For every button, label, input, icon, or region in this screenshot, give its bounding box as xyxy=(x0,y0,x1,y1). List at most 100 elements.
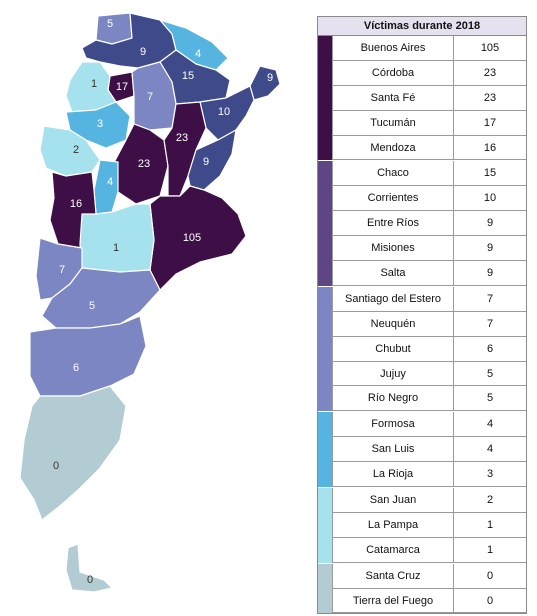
province-name: Salta xyxy=(332,261,454,285)
province-value-label: 9 xyxy=(267,72,273,84)
table-row: San Luis 4 xyxy=(332,437,526,463)
victim-count: 1 xyxy=(486,518,494,531)
province-value-label: 3 xyxy=(97,118,103,130)
province-value-label: 2 xyxy=(73,144,79,156)
province-value-label: 16 xyxy=(70,198,82,210)
province-name: Río Negro xyxy=(332,386,454,411)
table-row: Santa Fé 23 xyxy=(332,85,526,111)
province-name: Formosa xyxy=(332,412,454,437)
province-value-label: 9 xyxy=(140,46,146,58)
province-region-misiones xyxy=(249,65,281,101)
province-name: Catamarca xyxy=(332,537,454,562)
legend-color-swatch xyxy=(318,488,332,563)
legend-group: San Juan 2 La Pampa 1 Catamarca 1 xyxy=(318,488,526,564)
table-row: Santa Cruz 0 xyxy=(332,563,526,589)
province-region-tierradelfuego xyxy=(65,543,113,593)
victim-count: 3 xyxy=(486,468,494,481)
victim-count: 0 xyxy=(486,569,494,582)
province-value-label: 1 xyxy=(113,242,119,254)
province-name: San Juan xyxy=(332,488,454,512)
victim-count: 17 xyxy=(483,116,497,129)
province-name: Santa Cruz xyxy=(332,563,454,588)
province-value-label: 0 xyxy=(87,574,93,586)
victim-count: 5 xyxy=(486,367,494,380)
province-name: Chubut xyxy=(332,336,454,361)
table-row: Misiones 9 xyxy=(332,236,526,262)
province-name: Córdoba xyxy=(332,60,454,85)
province-name: Corrientes xyxy=(332,186,454,211)
victim-count: 6 xyxy=(486,342,494,355)
victim-count: 2 xyxy=(486,493,494,506)
province-region-lapampa xyxy=(79,203,155,273)
province-name: San Luis xyxy=(332,437,454,462)
province-name: Chaco xyxy=(332,161,454,186)
province-name: La Rioja xyxy=(332,462,454,487)
legend-group: Santiago del Estero 7 Neuquén 7 Chubut 6 Jujuy… xyxy=(318,286,526,413)
victim-count: 1 xyxy=(486,543,494,556)
province-name: Neuquén xyxy=(332,311,454,336)
province-name: Misiones xyxy=(332,236,454,261)
province-value-label: 105 xyxy=(183,232,201,244)
province-value-label: 23 xyxy=(176,132,188,144)
province-region-santacruz xyxy=(19,385,127,521)
province-value-label: 17 xyxy=(116,81,128,93)
victim-count: 16 xyxy=(483,141,497,154)
province-name: Santa Fé xyxy=(332,85,454,110)
table-row: Jujuy 5 xyxy=(332,361,526,387)
table-row: Córdoba 23 xyxy=(332,60,526,86)
table-row: Neuquén 7 xyxy=(332,311,526,337)
table-row: Chaco 15 xyxy=(332,161,526,187)
table-groups: Buenos Aires 105 Córdoba 23 Santa Fé 23 Tucumá… xyxy=(318,36,526,614)
table-row: Entre Ríos 9 xyxy=(332,211,526,237)
victim-count: 0 xyxy=(486,594,494,607)
legend-color-swatch xyxy=(318,161,332,286)
table-row: Chubut 6 xyxy=(332,336,526,362)
table-row: La Pampa 1 xyxy=(332,512,526,538)
table-row: Formosa 4 xyxy=(332,412,526,438)
province-name: Jujuy xyxy=(332,361,454,386)
victim-count: 23 xyxy=(483,66,497,79)
province-value-label: 0 xyxy=(53,460,59,472)
victim-count: 4 xyxy=(486,443,494,456)
table-row: Buenos Aires 105 xyxy=(332,36,526,61)
table-title: Víctimas durante 2018 xyxy=(318,17,526,36)
table-row: La Rioja 3 xyxy=(332,462,526,488)
legend-color-swatch xyxy=(318,286,332,412)
province-name: Santiago del Estero xyxy=(332,286,454,311)
province-value-label: 6 xyxy=(73,362,79,374)
table-row: Mendoza 16 xyxy=(332,135,526,161)
table-row: San Juan 2 xyxy=(332,488,526,513)
table-row: Tucumán 17 xyxy=(332,110,526,136)
province-value-label: 4 xyxy=(107,176,113,188)
legend-group: Buenos Aires 105 Córdoba 23 Santa Fé 23 Tucumá… xyxy=(318,36,526,162)
legend-group: Santa Cruz 0 Tierra del Fuego 0 xyxy=(318,563,526,614)
table-row: Catamarca 1 xyxy=(332,537,526,563)
province-name: Buenos Aires xyxy=(332,36,454,60)
province-region-entrerios xyxy=(187,129,237,191)
province-name: La Pampa xyxy=(332,512,454,537)
province-value-label: 5 xyxy=(107,18,113,30)
victim-count: 10 xyxy=(483,192,497,205)
province-name: Tucumán xyxy=(332,110,454,135)
province-name: Tierra del Fuego xyxy=(332,588,454,613)
province-value-label: 1 xyxy=(91,78,97,90)
table-row: Santiago del Estero 7 xyxy=(332,286,526,312)
province-value-label: 23 xyxy=(138,158,150,170)
province-value-label: 4 xyxy=(195,48,201,60)
legend-color-swatch xyxy=(318,36,332,161)
table-row: Corrientes 10 xyxy=(332,186,526,212)
legend-color-swatch xyxy=(318,563,332,614)
province-value-label: 5 xyxy=(89,300,95,312)
legend-group: Chaco 15 Corrientes 10 Entre Ríos 9 Misiones 9 S… xyxy=(318,161,526,287)
legend-color-swatch xyxy=(318,412,332,488)
table-row: Río Negro 5 xyxy=(332,386,526,412)
victim-count: 9 xyxy=(486,217,494,230)
victim-count: 105 xyxy=(480,41,500,54)
province-value-label: 15 xyxy=(182,70,194,82)
province-value-label: 9 xyxy=(203,156,209,168)
province-name: Mendoza xyxy=(332,135,454,160)
province-region-corrientes xyxy=(199,85,255,141)
province-value-label: 7 xyxy=(147,91,153,103)
victim-count: 7 xyxy=(486,317,494,330)
